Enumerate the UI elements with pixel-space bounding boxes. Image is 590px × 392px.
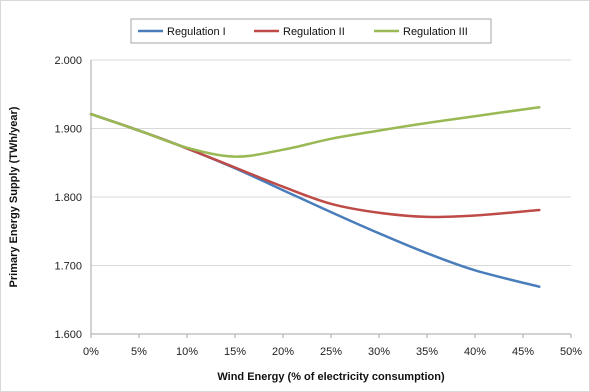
x-axis-ticks: 0% 5% 10% 15% 20% 25% 30% 35% 40% 45% 50% xyxy=(83,334,582,358)
y-axis-ticks: 1.600 1.700 1.800 1.900 2.000 xyxy=(54,55,82,341)
y-tick-label: 2.000 xyxy=(54,55,82,67)
x-tick-label: 25% xyxy=(320,346,342,358)
legend-box xyxy=(130,18,492,44)
legend: Regulation I Regulation II Regulation III xyxy=(130,18,492,44)
legend-label: Regulation III xyxy=(403,26,468,38)
y-tick-label: 1.700 xyxy=(54,261,82,273)
y-tick-label: 1.600 xyxy=(54,329,82,341)
x-tick-label: 30% xyxy=(368,346,390,358)
legend-label: Regulation I xyxy=(167,26,226,38)
y-tick-label: 1.900 xyxy=(54,124,82,136)
x-tick-label: 45% xyxy=(512,346,534,358)
x-tick-label: 50% xyxy=(560,346,582,358)
series-lines xyxy=(89,106,541,288)
x-tick-label: 20% xyxy=(272,346,294,358)
x-tick-label: 0% xyxy=(83,346,99,358)
x-tick-label: 15% xyxy=(224,346,246,358)
x-tick-label: 10% xyxy=(176,346,198,358)
x-tick-label: 5% xyxy=(131,346,147,358)
series-line-3 xyxy=(89,106,541,158)
x-tick-label: 35% xyxy=(416,346,438,358)
y-axis-title: Primary Energy Supply (TWh/year) xyxy=(8,106,20,287)
y-tick-label: 1.800 xyxy=(54,192,82,204)
legend-label: Regulation II xyxy=(283,26,345,38)
x-tick-label: 40% xyxy=(464,346,486,358)
x-axis-title: Wind Energy (% of electricity consumptio… xyxy=(217,371,445,383)
